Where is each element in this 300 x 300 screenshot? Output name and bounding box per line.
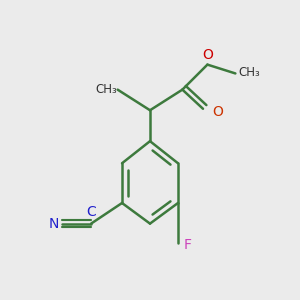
Text: C: C: [86, 205, 96, 219]
Text: O: O: [212, 105, 223, 119]
Text: CH₃: CH₃: [238, 66, 260, 80]
Text: CH₃: CH₃: [96, 83, 118, 96]
Text: O: O: [202, 48, 213, 62]
Text: F: F: [183, 238, 191, 252]
Text: N: N: [49, 217, 59, 231]
